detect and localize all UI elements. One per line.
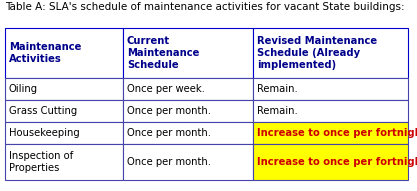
Bar (123, 28, 253, 78)
Text: Remain.: Remain. (257, 106, 298, 116)
Text: Table A: SLA's schedule of maintenance activities for vacant State buildings:: Table A: SLA's schedule of maintenance a… (5, 2, 404, 12)
Bar (253, 28, 408, 78)
Bar (123, 144, 253, 180)
Bar (253, 78, 408, 100)
Text: Remain.: Remain. (257, 84, 298, 94)
Text: Housekeeping: Housekeeping (9, 128, 80, 138)
Bar (253, 122, 408, 144)
Text: Increase to once per fortnight.: Increase to once per fortnight. (257, 157, 417, 167)
Bar (123, 78, 253, 100)
Text: Once per week.: Once per week. (127, 84, 205, 94)
Text: Revised Maintenance
Schedule (Already
implemented): Revised Maintenance Schedule (Already im… (257, 36, 377, 70)
Text: Inspection of
Properties: Inspection of Properties (9, 151, 73, 173)
Bar (253, 100, 408, 122)
Bar (5, 78, 123, 100)
Bar (253, 144, 408, 180)
Bar (123, 100, 253, 122)
Text: Once per month.: Once per month. (127, 128, 211, 138)
Bar (5, 28, 123, 78)
Text: Maintenance
Activities: Maintenance Activities (9, 42, 81, 64)
Text: Oiling: Oiling (9, 84, 38, 94)
Text: Grass Cutting: Grass Cutting (9, 106, 77, 116)
Bar (5, 144, 123, 180)
Bar (5, 100, 123, 122)
Text: Increase to once per fortnight.: Increase to once per fortnight. (257, 128, 417, 138)
Text: Once per month.: Once per month. (127, 106, 211, 116)
Text: Current
Maintenance
Schedule: Current Maintenance Schedule (127, 36, 199, 70)
Bar (123, 122, 253, 144)
Text: Once per month.: Once per month. (127, 157, 211, 167)
Bar (5, 122, 123, 144)
